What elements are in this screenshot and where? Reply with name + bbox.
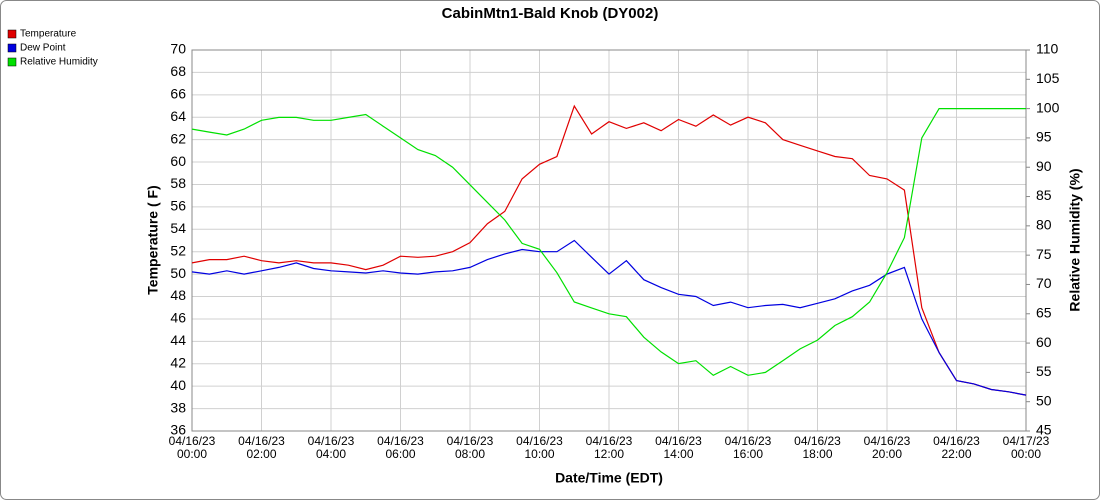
y2-tick-label: 110 [1036,41,1059,57]
x-tick-label: 04/16/23 16:00 [725,434,772,461]
y2-tick-label: 45 [1036,422,1052,438]
y2-tick-label: 65 [1036,304,1052,320]
y-tick-label: 66 [170,86,186,102]
y-tick-label: 38 [170,399,186,415]
y2-tick-label: 60 [1036,334,1052,350]
legend-label: Relative Humidity [20,57,98,68]
y-tick-label: 58 [170,175,186,191]
y-tick-label: 54 [170,220,186,236]
y-tick-label: 46 [170,310,186,326]
x-tick-label: 04/16/23 06:00 [377,434,424,461]
y2-tick-label: 50 [1036,392,1052,408]
legend-label: Temperature [20,29,77,40]
y-tick-label: 68 [170,63,186,79]
series-line [191,239,1027,396]
y-tick-label: 64 [170,108,186,124]
x-tick-label: 04/16/23 18:00 [794,434,841,461]
y2-tick-label: 105 [1036,70,1060,86]
x-tick-label: 04/16/23 12:00 [586,434,633,461]
y-tick-label: 60 [170,153,186,169]
y-tick-label: 48 [170,287,186,303]
x-tick-label: 04/16/23 22:00 [933,434,980,461]
legend-swatch [7,57,17,67]
plot-border [191,49,1027,432]
y2-tick-label: 80 [1036,217,1052,233]
x-tick-label: 04/16/23 02:00 [238,434,285,461]
series-line [191,104,1027,396]
legend-swatch [7,43,17,53]
x-tick-label: 04/16/23 08:00 [447,434,494,461]
x-axis-label: Date/Time (EDT) [555,470,663,486]
series-line [191,108,1026,377]
x-tick-label: 04/16/23 14:00 [655,434,702,461]
y-tick-label: 50 [170,265,186,281]
y2-tick-label: 90 [1036,158,1052,174]
y-tick-label: 62 [170,130,186,146]
y-tick-label: 56 [170,198,186,214]
y-tick-label: 42 [170,354,186,370]
y2-tick-label: 100 [1036,99,1060,115]
y-tick-label: 44 [170,332,186,348]
y2-tick-label: 55 [1036,363,1052,379]
y2-tick-label: 70 [1036,275,1052,291]
legend-swatch [7,29,17,39]
x-tick-label: 04/16/23 10:00 [516,434,563,461]
y-tick-label: 70 [170,41,186,57]
legend-label: Dew Point [20,43,66,54]
y2-tick-label: 95 [1036,129,1052,145]
x-tick-label: 04/16/23 04:00 [308,434,355,461]
y2-axis-label: Relative Humidity (%) [1067,168,1083,311]
y-tick-label: 52 [170,242,186,258]
x-tick-label: 04/16/23 00:00 [169,434,216,461]
y-axis-label: Temperature ( F) [145,185,161,294]
x-tick-label: 04/17/23 00:00 [1003,434,1050,461]
y2-tick-label: 75 [1036,246,1052,262]
x-tick-label: 04/16/23 20:00 [864,434,911,461]
y-tick-label: 36 [170,422,186,438]
y-tick-label: 40 [170,377,186,393]
y2-tick-label: 85 [1036,187,1052,203]
chart-title: CabinMtn1-Bald Knob (DY002) [442,5,659,22]
